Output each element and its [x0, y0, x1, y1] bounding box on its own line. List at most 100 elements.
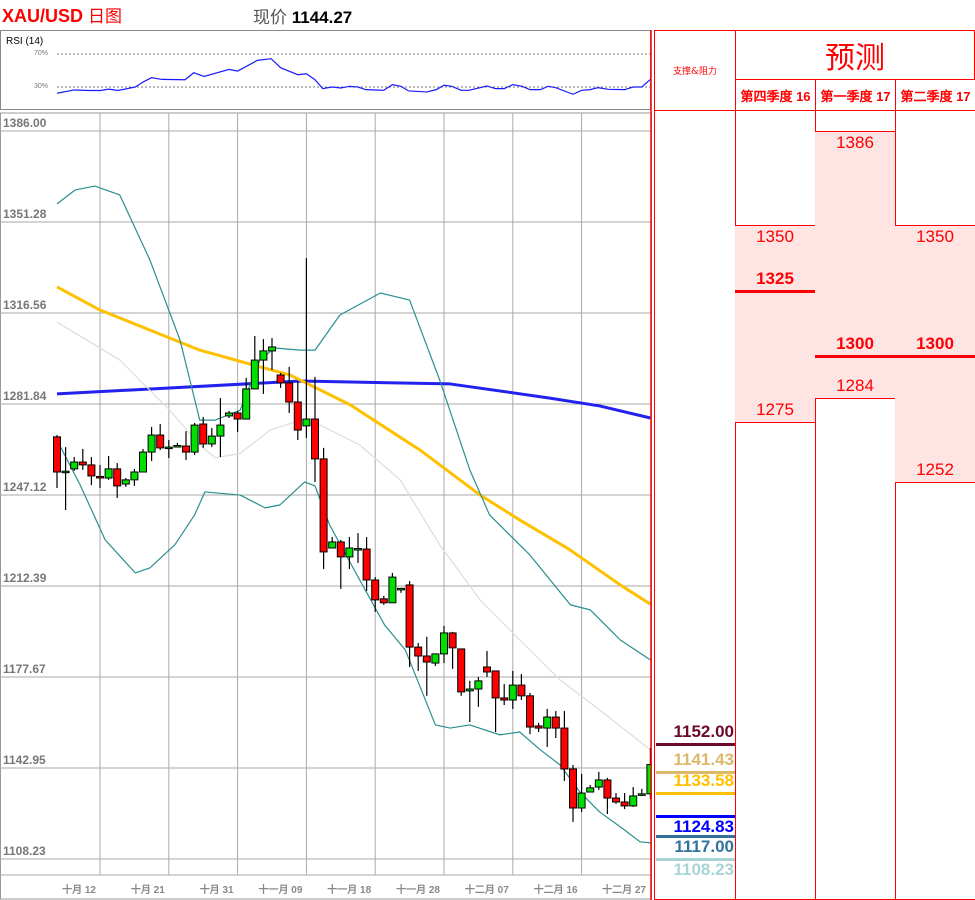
y-tick-label: 1212.39 [3, 571, 47, 586]
rsi-line [56, 58, 651, 95]
candle-up [225, 412, 233, 417]
candle-up [139, 451, 147, 473]
candle-down [293, 401, 302, 431]
x-tick-label: 十月 21 [130, 885, 165, 896]
candle-up [431, 653, 440, 664]
sr-level-label: 1152.00 [673, 722, 734, 742]
candle-down [285, 382, 294, 403]
indicator-line [56, 439, 651, 844]
forecast-title: 预测 [735, 30, 975, 80]
candle-down [612, 797, 620, 803]
sr-level-line [656, 858, 735, 862]
candle-up [164, 446, 173, 450]
x-tick-label: 十二月 07 [464, 885, 509, 896]
y-tick-label: 1108.23 [3, 844, 46, 859]
forecast-level: 1386 [836, 133, 874, 152]
forecast-key-level-line [815, 355, 895, 359]
forecast-range-zone [735, 225, 816, 423]
candle-up [586, 787, 595, 793]
sr-level-line [656, 791, 735, 795]
rsi-label: RSI (14) [6, 36, 44, 47]
candle-down [491, 670, 500, 699]
candle-down [620, 801, 629, 807]
candle-up [354, 548, 362, 551]
candle-up [302, 418, 311, 427]
candle-up [474, 680, 483, 690]
x-tick-label: 十一月 09 [258, 885, 303, 896]
price-value: 1144.27 [291, 8, 353, 27]
x-tick-label: 十一月 28 [396, 885, 440, 896]
x-tick-label: 十一月 18 [327, 885, 372, 896]
candle-down [78, 461, 87, 466]
candle-down [233, 412, 242, 420]
candle-up [259, 350, 268, 361]
sr-level-label: 1133.58 [673, 770, 734, 790]
candle-down [319, 458, 328, 553]
candle-up [440, 632, 448, 655]
candle-down [560, 727, 569, 770]
candle-down [603, 779, 612, 799]
candle-down [276, 374, 285, 384]
support-resistance-header: 支撑&阻力 [654, 30, 736, 111]
candle-up [121, 479, 130, 485]
current-price: 现价 1144.27 [253, 3, 352, 28]
x-tick-label: 十二月 16 [533, 885, 578, 896]
forecast-level: 1350 [916, 227, 954, 247]
indicator-line [56, 379, 651, 420]
candle-down [362, 548, 371, 581]
symbol: XAU/USD [2, 6, 84, 26]
candle-down [113, 468, 122, 487]
candle-down [551, 716, 560, 729]
y-tick-label: 1177.67 [3, 662, 46, 677]
candle-up [130, 471, 139, 481]
x-tick-label: 十月 12 [62, 885, 96, 896]
candle-up [465, 688, 474, 692]
candle-down [534, 725, 543, 729]
candle-up [577, 792, 586, 809]
y-tick-label: 1316.56 [3, 298, 47, 312]
y-tick-label: 1281.84 [3, 389, 47, 403]
candle-up [508, 684, 517, 701]
forecast-key-level-line [895, 355, 975, 359]
candle-down [422, 655, 431, 663]
forecast-level: 1350 [756, 227, 794, 247]
sr-level-label: 1117.00 [674, 837, 734, 857]
candle-up [173, 445, 182, 448]
forecast-key-level: 1300 [916, 334, 954, 354]
forecast-key-level: 1300 [836, 334, 874, 354]
forecast-key-level: 1325 [756, 268, 794, 288]
candle-up [345, 547, 354, 558]
y-tick-label: 1386.00 [3, 116, 47, 130]
candle-up [328, 541, 337, 549]
quarter-header: 第二季度 17 [895, 79, 975, 111]
candle-down [96, 475, 104, 479]
candle-up [543, 716, 552, 729]
candle-up [104, 468, 113, 479]
forecast-range-zone [815, 131, 896, 400]
candle-down [311, 418, 319, 460]
sr-level-line [656, 835, 735, 839]
y-tick-label: 1351.28 [3, 207, 47, 221]
candle-down [405, 584, 414, 648]
rsi-level-70: 70% [34, 50, 49, 57]
candle-up [242, 388, 251, 420]
y-tick-label: 1247.12 [3, 480, 47, 494]
candle-up [61, 470, 70, 474]
candle-up [397, 587, 405, 591]
candle-up [637, 793, 646, 796]
candle-down [569, 768, 577, 809]
candle-down [457, 648, 466, 693]
price-label: 现价 [253, 8, 287, 27]
quarter-header: 第四季度 16 [735, 79, 816, 111]
candle-up [629, 795, 638, 807]
chart-title: XAU/USD 日图 [2, 2, 122, 27]
candle-up [190, 424, 199, 453]
timeframe: 日图 [88, 7, 123, 27]
candle-up [594, 779, 603, 788]
candle-down [53, 436, 61, 473]
candle-up [268, 346, 276, 352]
candle-down [517, 684, 526, 697]
candle-up [250, 359, 259, 390]
candle-down [156, 434, 165, 449]
x-tick-label: 十月 31 [199, 885, 234, 896]
